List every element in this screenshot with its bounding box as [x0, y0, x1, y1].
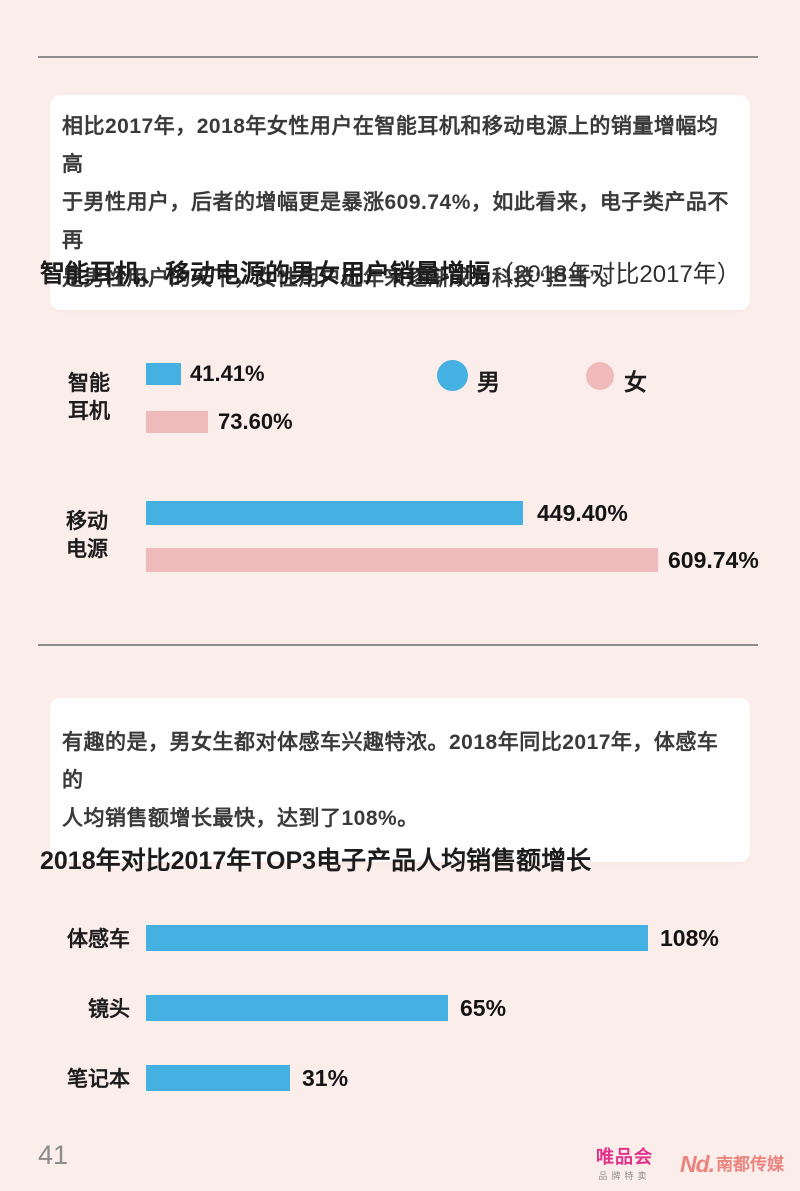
chart1-group1-male-value: 41.41%	[190, 361, 265, 386]
chart1-group2-label: 移动 电源	[66, 510, 108, 561]
chart2-row3-value: 31%	[302, 1065, 349, 1091]
chart1-group1-male-bar	[146, 363, 181, 385]
chart2-row1-bar	[146, 925, 648, 951]
chart2-row2-value: 65%	[460, 995, 507, 1021]
page-number: 41	[38, 1140, 69, 1170]
chart2-row1-value: 108%	[660, 925, 719, 951]
chart2-row2-label: 镜头	[88, 998, 130, 1021]
top-divider	[38, 56, 758, 58]
nandu-media-logo: Nd. 南都传媒	[680, 1150, 784, 1178]
section2-title-main: 2018年对比2017年TOP3电子产品人均销售额增长	[40, 847, 592, 875]
section1-title-note: （2018年对比2017年）	[490, 261, 741, 288]
vipshop-logo: 唯品会 品牌特卖	[596, 1148, 653, 1182]
legend-female-label: 女	[624, 369, 647, 395]
chart1-group2-female-value: 609.74%	[668, 547, 759, 573]
section1-title: 智能耳机、移动电源的男女用户销量增幅（2018年对比2017年）	[40, 258, 741, 291]
middle-divider	[38, 644, 758, 646]
chart2-row3-bar	[146, 1065, 290, 1091]
section1-title-main: 智能耳机、移动电源的男女用户销量增幅	[40, 260, 491, 288]
vipshop-logo-tagline: 品牌特卖	[598, 1171, 651, 1181]
chart1-group2-male-value: 449.40%	[537, 500, 628, 526]
chart2-row3-label: 笔记本	[67, 1068, 130, 1091]
section2-title: 2018年对比2017年TOP3电子产品人均销售额增长	[40, 845, 591, 877]
nandu-logo-text: 南都传媒	[716, 1155, 785, 1174]
chart1-group1-female-bar	[146, 411, 208, 433]
intro-text-2: 有趣的是，男女生都对体感车兴趣特浓。2018年同比2017年，体感车的 人均销售…	[62, 731, 719, 830]
legend-male-dot	[437, 360, 468, 391]
intro-text-1: 相比2017年，2018年女性用户在智能耳机和移动电源上的销量增幅均高 于男性用…	[62, 115, 729, 290]
legend-male-label: 男	[477, 369, 500, 395]
intro-card-1: 相比2017年，2018年女性用户在智能耳机和移动电源上的销量增幅均高 于男性用…	[50, 95, 750, 310]
legend-female-dot	[586, 362, 614, 390]
intro-card-2: 有趣的是，男女生都对体感车兴趣特浓。2018年同比2017年，体感车的 人均销售…	[50, 698, 750, 862]
nandu-logo-mark-icon: Nd.	[680, 1151, 715, 1177]
chart1-group1-female-value: 73.60%	[218, 409, 293, 434]
chart2-row2-bar	[146, 995, 448, 1021]
vipshop-logo-name: 唯品会	[596, 1147, 653, 1167]
chart2-row1-label: 体感车	[67, 928, 130, 951]
chart1-group2-male-bar	[146, 501, 523, 525]
chart1-group2-female-bar	[146, 548, 658, 572]
chart1-group1-label: 智能 耳机	[68, 372, 110, 423]
